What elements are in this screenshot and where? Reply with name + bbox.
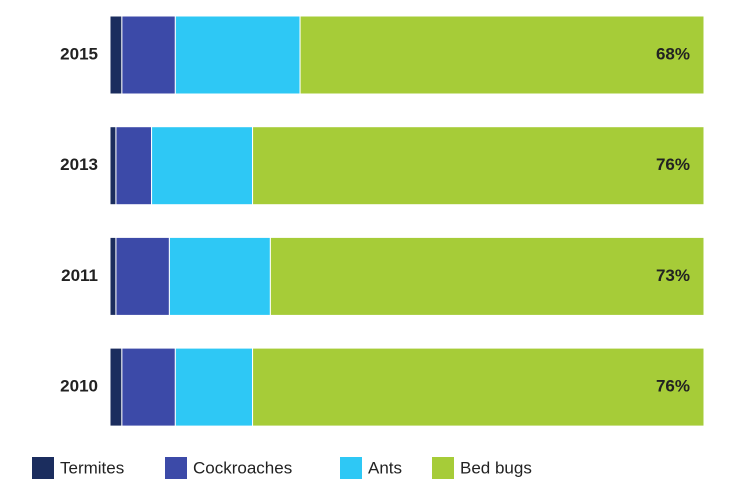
legend-swatch xyxy=(165,457,187,479)
bar-segment xyxy=(121,347,176,427)
legend-swatch xyxy=(432,457,454,479)
y-tick-label: 2011 xyxy=(61,266,98,285)
bar-segment xyxy=(109,347,123,427)
y-tick-label: 2010 xyxy=(60,377,98,396)
bar-segment xyxy=(269,236,705,316)
legend-label: Termites xyxy=(60,458,124,477)
bar-segment xyxy=(174,15,301,95)
legend-label: Ants xyxy=(368,458,402,477)
legend-swatch xyxy=(340,457,362,479)
legend-label: Bed bugs xyxy=(460,458,532,477)
bar-segment xyxy=(109,15,123,95)
bar-segment xyxy=(115,126,153,206)
bar-segment xyxy=(252,126,705,206)
bar-segment xyxy=(109,236,117,316)
legend-label: Cockroaches xyxy=(193,458,292,477)
bar-segment xyxy=(174,347,254,427)
y-tick-label: 2013 xyxy=(60,155,98,174)
bar-segment xyxy=(151,126,254,206)
bar-segment xyxy=(252,347,705,427)
bar-segment xyxy=(115,236,170,316)
legend-swatch xyxy=(32,457,54,479)
bar-segment xyxy=(168,236,271,316)
bar-segment xyxy=(121,15,176,95)
bar-segment xyxy=(299,15,705,95)
value-label: 73% xyxy=(656,266,690,285)
y-tick-label: 2015 xyxy=(60,44,98,63)
value-label: 76% xyxy=(656,155,690,174)
value-label: 76% xyxy=(656,377,690,396)
bar-segment xyxy=(109,126,117,206)
value-label: 68% xyxy=(656,44,690,63)
